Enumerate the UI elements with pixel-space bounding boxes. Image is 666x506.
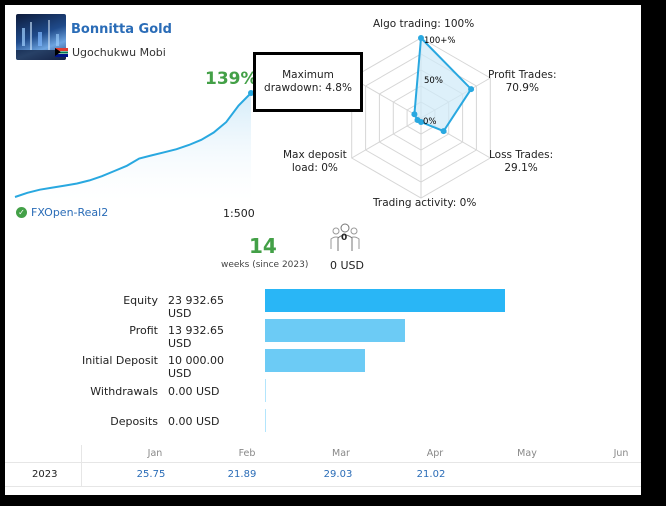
fund-bar-profit	[265, 319, 405, 342]
growth-area	[15, 93, 251, 201]
radar-label-max-deposit-load: Max deposit load: 0%	[283, 149, 347, 174]
radar-point-max-drawdown	[411, 111, 418, 118]
fund-label-profit: Profit	[129, 324, 158, 337]
radar-point-max-deposit-load	[414, 117, 421, 123]
month-header-may: May	[517, 448, 537, 459]
table-divider	[5, 486, 641, 487]
fund-value-initial-deposit: 10 000.00 USD	[168, 354, 224, 380]
month-value-jan[interactable]: 25.75	[136, 469, 166, 480]
subscribers-amount: 0 USD	[330, 259, 364, 272]
risk-radar-chart: 100+% 50% 0%	[351, 35, 491, 199]
radar-point-loss-trades	[440, 128, 447, 135]
country-flag-icon	[55, 48, 68, 57]
signal-card: Bonnitta Gold Ugochukwu Mobi 139% ✓ FXOp…	[5, 5, 641, 495]
radar-point-algo-trading	[418, 35, 424, 41]
fund-bar-deposits	[265, 409, 266, 432]
year-cell: 2023	[32, 469, 58, 480]
month-header-jan: Jan	[147, 448, 163, 459]
fund-value-withdrawals: 0.00 USD	[168, 385, 220, 398]
leverage-value: 1:500	[223, 207, 255, 220]
radar-tick-0: 0%	[423, 117, 437, 127]
month-header-mar: Mar	[332, 448, 350, 459]
fund-bar-withdrawals	[265, 379, 266, 402]
month-value-apr[interactable]: 21.02	[416, 469, 446, 480]
broker-server[interactable]: FXOpen-Real2	[31, 206, 109, 219]
fund-label-initial-deposit: Initial Deposit	[82, 354, 158, 367]
month-header-jun: Jun	[613, 448, 629, 459]
radar-label-trading-activity: Trading activity: 0%	[373, 197, 477, 209]
fund-bar-initial-deposit	[265, 349, 366, 372]
fund-label-deposits: Deposits	[110, 415, 158, 428]
month-value-mar[interactable]: 29.03	[323, 469, 353, 480]
radar-axis	[351, 117, 422, 159]
table-divider	[81, 445, 82, 487]
verified-check-icon: ✓	[16, 207, 27, 218]
fund-value-profit: 13 932.65 USD	[168, 324, 224, 350]
weeks-value: 14	[249, 234, 277, 258]
radar-label-algo-trading: Algo trading: 100%	[373, 18, 475, 30]
month-value-feb[interactable]: 21.89	[227, 469, 257, 480]
month-header-apr: Apr	[426, 448, 444, 459]
radar-axis	[351, 77, 422, 119]
drawdown-highlight-box: Maximum drawdown: 4.8%	[253, 52, 363, 112]
broker-row[interactable]: ✓ FXOpen-Real2	[16, 206, 108, 219]
table-divider	[5, 462, 641, 463]
radar-label-profit-trades: Profit Trades: 70.9%	[488, 69, 557, 94]
growth-line	[14, 92, 252, 198]
fund-bar-equity	[265, 289, 505, 312]
radar-label-max-drawdown: Maximum drawdown: 4.8%	[264, 69, 352, 94]
fund-value-equity: 23 932.65 USD	[168, 294, 224, 320]
radar-tick-50: 50%	[424, 76, 443, 86]
radar-label-loss-trades: Loss Trades: 29.1%	[489, 149, 554, 174]
growth-value: 139%	[205, 69, 258, 89]
growth-end-point	[248, 90, 253, 96]
fund-label-withdrawals: Withdrawals	[90, 385, 158, 398]
weeks-caption: weeks (since 2023)	[221, 260, 309, 270]
fund-value-deposits: 0.00 USD	[168, 415, 220, 428]
growth-chart	[14, 90, 253, 201]
subscribers-icon	[330, 223, 360, 251]
month-header-feb: Feb	[238, 448, 256, 459]
signal-name-link[interactable]: Bonnitta Gold	[71, 22, 172, 37]
author-name[interactable]: Ugochukwu Mobi	[72, 46, 166, 59]
radar-tick-100: 100+%	[424, 36, 455, 46]
radar-point-profit-trades	[468, 86, 475, 93]
signal-avatar[interactable]	[16, 14, 66, 60]
fund-label-equity: Equity	[123, 294, 158, 307]
subscribers-count: 0	[341, 233, 348, 243]
author-row: Ugochukwu Mobi	[55, 46, 166, 59]
